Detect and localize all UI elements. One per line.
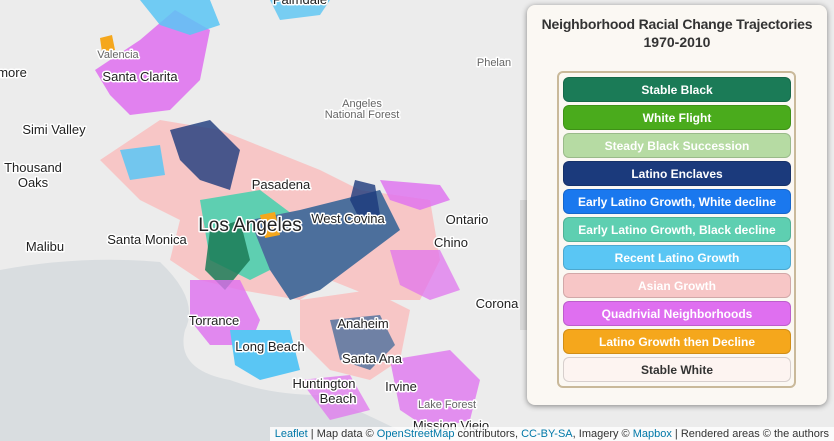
- attribution-link[interactable]: OpenStreetMap: [376, 428, 455, 440]
- legend-item: Asian Growth: [563, 273, 791, 298]
- place-label: Phelan: [477, 57, 511, 69]
- legend-subtitle: 1970-2010: [643, 34, 711, 50]
- attribution-link[interactable]: Mapbox: [632, 428, 672, 440]
- legend: Neighborhood Racial Change Trajectories …: [527, 5, 827, 405]
- place-label: Santa Clarita: [102, 69, 178, 84]
- place-label: more: [0, 65, 27, 80]
- place-label: Lake Forest: [418, 399, 476, 411]
- place-label: Ontario: [446, 212, 489, 227]
- legend-item: Early Latino Growth, White decline: [563, 189, 791, 214]
- place-label: Palmdale: [273, 0, 327, 7]
- area: [120, 145, 165, 180]
- place-label: Simi Valley: [22, 122, 86, 137]
- attribution-text: | Rendered areas © the authors: [671, 428, 829, 440]
- area: [390, 350, 480, 430]
- place-label: Valencia: [97, 49, 139, 61]
- place-label: Malibu: [26, 239, 64, 254]
- area: [230, 330, 300, 380]
- area: [260, 212, 280, 238]
- legend-item: Latino Enclaves: [563, 161, 791, 186]
- place-label: Beach: [320, 391, 357, 406]
- place-label: Chino: [434, 235, 468, 250]
- place-label: Oaks: [18, 175, 49, 190]
- place-label: Huntington: [293, 376, 356, 391]
- area: [330, 315, 395, 370]
- place-label: Los Angeles: [198, 215, 302, 236]
- area: [350, 180, 380, 220]
- attribution-link[interactable]: CC-BY-SA: [521, 428, 573, 440]
- place-label: Irvine: [385, 379, 417, 394]
- place-label: Corona: [476, 296, 519, 311]
- area: [190, 280, 260, 345]
- attribution-text: contributors,: [454, 428, 522, 440]
- legend-item: Latino Growth then Decline: [563, 329, 791, 354]
- area: [170, 120, 240, 190]
- legend-box: Stable Black White Flight Steady Black Suc…: [557, 71, 796, 388]
- place-label: Thousand: [4, 160, 62, 175]
- place-label: Santa Ana: [342, 351, 403, 366]
- legend-item: Steady Black Succession: [563, 133, 791, 158]
- area: [95, 10, 210, 115]
- area: [300, 375, 370, 420]
- legend-item: White Flight: [563, 105, 791, 130]
- attribution-text: , Imagery ©: [572, 428, 633, 440]
- area: [380, 180, 450, 210]
- place-label: Pasadena: [252, 177, 311, 192]
- legend-title: Neighborhood Racial Change Trajectories: [541, 16, 813, 32]
- place-label: Torrance: [189, 313, 240, 328]
- attribution-link[interactable]: Leaflet: [274, 428, 308, 440]
- legend-item: Stable White: [563, 357, 791, 382]
- place-label: Angeles: [342, 98, 382, 110]
- place-label: West Covina: [311, 211, 385, 226]
- legend-item: Stable Black: [563, 77, 791, 102]
- area: [140, 0, 220, 35]
- legend-item: Quadrivial Neighborhoods: [563, 301, 791, 326]
- area: [205, 220, 250, 290]
- area: [100, 35, 115, 52]
- area: [390, 250, 460, 300]
- attribution: Leaflet | Map data © OpenStreetMap contr…: [269, 427, 834, 441]
- legend-item: Recent Latino Growth: [563, 245, 791, 270]
- attribution-text: | Map data ©: [307, 428, 377, 440]
- place-label: National Forest: [325, 109, 400, 121]
- place-label: Santa Monica: [107, 232, 187, 247]
- place-label: Anaheim: [337, 316, 388, 331]
- area: [270, 0, 330, 20]
- road: [520, 200, 527, 330]
- place-label: Long Beach: [235, 339, 304, 354]
- legend-item: Early Latino Growth, Black decline: [563, 217, 791, 242]
